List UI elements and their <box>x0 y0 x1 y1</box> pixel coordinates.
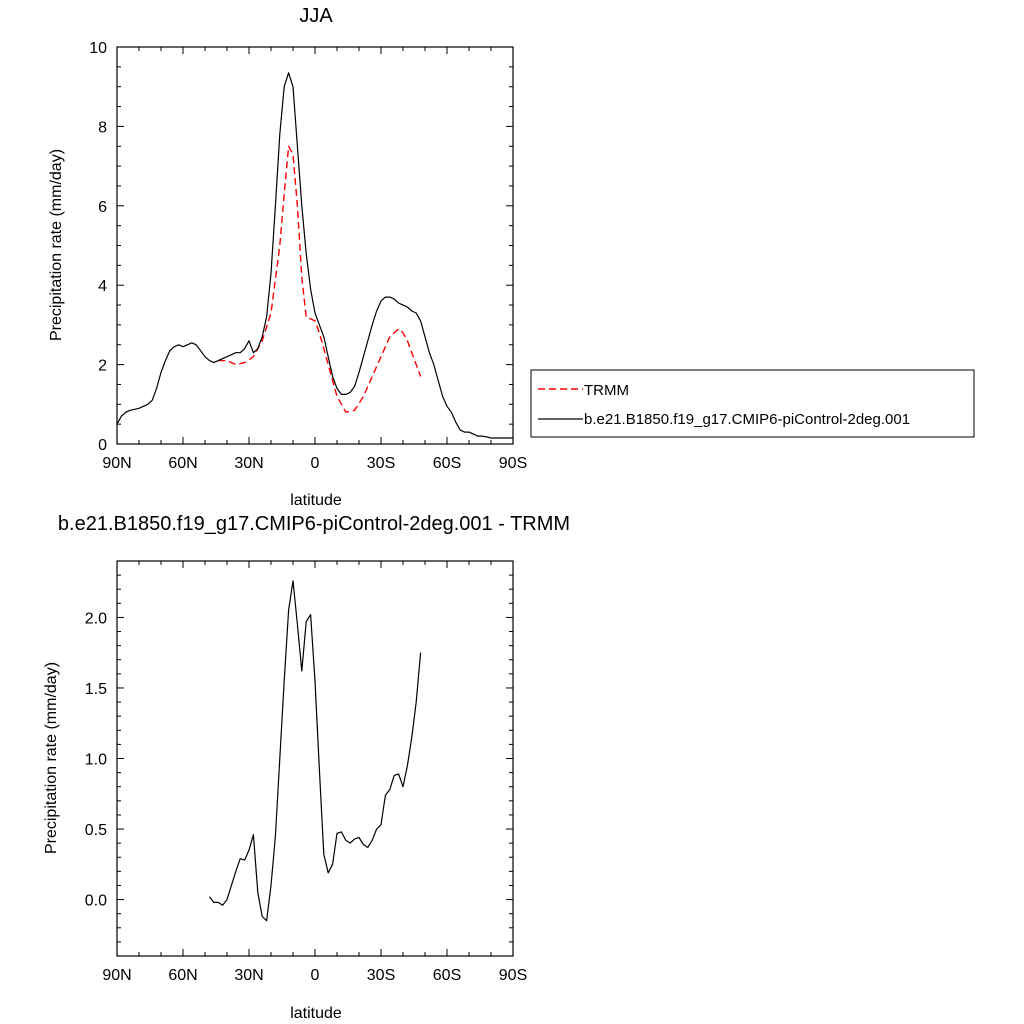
bottom-x-tick-label: 0 <box>311 967 320 984</box>
top-chart-ylabel: Precipitation rate (mm/day) <box>48 149 65 341</box>
bottom-chart-title: b.e21.B1850.f19_g17.CMIP6-piControl-2deg… <box>58 513 570 535</box>
bottom-chart-frame <box>116 560 514 957</box>
top-chart-panel: JJA Precipitation rate (mm/day) latitude… <box>48 5 527 509</box>
top-chart-xlabel: latitude <box>290 492 342 509</box>
top-x-tick-label: 30N <box>234 455 263 472</box>
legend-label-model: b.e21.B1850.f19_g17.CMIP6-piControl-2deg… <box>584 411 910 428</box>
legend: TRMM b.e21.B1850.f19_g17.CMIP6-piControl… <box>530 369 975 438</box>
top-y-tick-label: 4 <box>98 278 107 295</box>
legend-box <box>530 369 975 438</box>
top-x-tick-label: 0 <box>311 455 320 472</box>
bottom-x-tick-label: 60N <box>168 967 197 984</box>
bottom-y-tick-label: 1.5 <box>85 681 107 698</box>
legend-label-trmm: TRMM <box>584 382 629 399</box>
top-chart-title: JJA <box>299 5 333 27</box>
top-y-tick-label: 0 <box>98 437 107 454</box>
top-y-tick-label: 8 <box>98 119 107 136</box>
bottom-chart-ticks: 90N 60N 30N 0 30S 60S 90S 0.0 0.5 1.0 1.5 2.0 <box>85 560 527 984</box>
top-chart-lines <box>116 72 513 439</box>
top-series-line-trmm <box>218 145 422 413</box>
bottom-x-tick-label: 90S <box>499 967 527 984</box>
bottom-chart-lines <box>208 580 422 922</box>
bottom-chart-xlabel: latitude <box>290 1005 342 1022</box>
bottom-chart-ylabel: Precipitation rate (mm/day) <box>43 662 60 854</box>
top-y-tick-label: 10 <box>89 40 107 57</box>
top-x-tick-label: 60N <box>168 455 197 472</box>
top-series-line-model <box>116 72 513 439</box>
top-x-tick-label: 90S <box>499 455 527 472</box>
top-y-tick-label: 2 <box>98 358 107 375</box>
top-y-tick-label: 6 <box>98 199 107 216</box>
bottom-y-tick-label: 1.0 <box>85 752 107 769</box>
bottom-y-tick-label: 0.5 <box>85 822 107 839</box>
bottom-x-tick-label: 60S <box>433 967 461 984</box>
bottom-series-line-difference <box>208 580 422 922</box>
top-x-tick-label: 30S <box>367 455 395 472</box>
top-x-tick-label: 90N <box>102 455 131 472</box>
top-chart-ticks: 90N 60N 30N 0 30S 60S 90S 0 2 4 6 8 10 <box>89 40 527 472</box>
bottom-x-tick-label: 30S <box>367 967 395 984</box>
top-x-tick-label: 60S <box>433 455 461 472</box>
bottom-y-tick-label: 2.0 <box>85 610 107 627</box>
bottom-chart-panel: b.e21.B1850.f19_g17.CMIP6-piControl-2deg… <box>43 513 570 1022</box>
bottom-x-tick-label: 90N <box>102 967 131 984</box>
top-chart-frame <box>116 46 514 445</box>
bottom-x-tick-label: 30N <box>234 967 263 984</box>
bottom-y-tick-label: 0.0 <box>85 893 107 910</box>
